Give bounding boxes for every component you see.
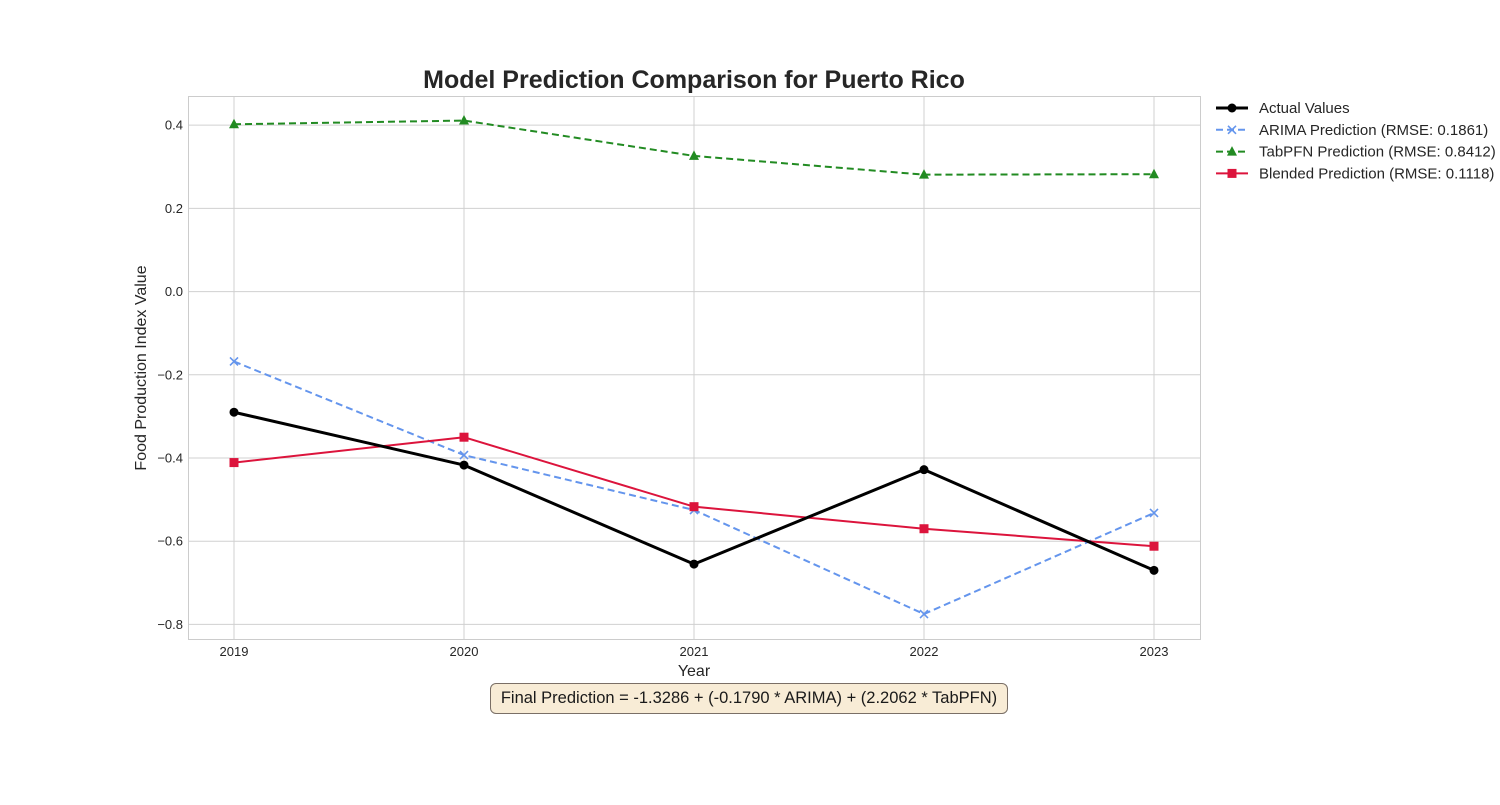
data-point-actual [1149, 565, 1159, 575]
legend-marker [1227, 146, 1237, 156]
data-point-actual [229, 407, 239, 417]
tick-labels: 2019 2020 2021 2022 2023 0.4 0.2 0.0 −0.2 −0.4 −0.… [157, 118, 1168, 659]
x-tick-label: 2023 [1140, 644, 1169, 659]
y-axis-label: Food Production Index Value [133, 265, 150, 470]
data-point-tabpfn [689, 150, 699, 160]
data-point-actual [459, 460, 469, 470]
y-tick-label: 0.2 [165, 201, 183, 216]
formula-annotation: Final Prediction = -1.3286 + (-0.1790 * … [490, 683, 1008, 714]
legend-item-arima: ARIMA Prediction (RMSE: 0.1861) [1216, 122, 1488, 139]
legend-item-actual: Actual Values [1216, 100, 1350, 117]
x-marker-stroke [1149, 508, 1159, 518]
data-point-arima [919, 609, 929, 619]
chart-title: Model Prediction Comparison for Puerto R… [423, 66, 965, 94]
y-tick-label: −0.8 [157, 617, 183, 632]
legend-marker [1227, 103, 1237, 113]
legend-item-blended: Blended Prediction (RMSE: 0.1118) [1216, 165, 1494, 182]
x-marker-stroke [1227, 125, 1237, 135]
data-point-arima [229, 356, 239, 367]
y-tick-label: −0.2 [157, 367, 183, 382]
data-point-tabpfn [229, 118, 239, 129]
data-point-blended [229, 458, 239, 468]
x-tick-label: 2021 [680, 644, 709, 659]
data-point-blended [459, 432, 469, 442]
x-tick-label: 2019 [220, 644, 249, 659]
legend-marker [1227, 168, 1237, 178]
x-tick-label: 2020 [450, 644, 479, 659]
y-tick-label: 0.0 [165, 284, 183, 299]
series-actual [229, 407, 1159, 575]
data-point-arima [1149, 508, 1159, 518]
data-point-blended [919, 524, 929, 534]
x-axis-label: Year [678, 663, 711, 680]
y-tick-label: 0.4 [165, 118, 183, 133]
x-marker-stroke [459, 450, 469, 460]
x-marker-stroke [229, 356, 239, 367]
grid [188, 96, 1200, 639]
data-point-tabpfn [919, 169, 929, 179]
data-point-actual [919, 465, 929, 475]
legend-label: ARIMA Prediction (RMSE: 0.1861) [1259, 122, 1488, 139]
data-point-blended [689, 502, 699, 512]
x-tick-label: 2022 [910, 644, 939, 659]
legend-label: TabPFN Prediction (RMSE: 0.8412) [1259, 144, 1496, 161]
series-group [229, 115, 1159, 619]
legend-label: Actual Values [1259, 100, 1350, 117]
y-tick-label: −0.4 [157, 451, 183, 466]
legend: Actual Values ARIMA Prediction (RMSE: 0.1… [1216, 100, 1496, 182]
legend-item-tabpfn: TabPFN Prediction (RMSE: 0.8412) [1216, 144, 1496, 161]
data-point-actual [689, 559, 699, 569]
series-blended [229, 432, 1159, 551]
data-point-blended [1149, 541, 1159, 551]
data-point-tabpfn [459, 115, 469, 125]
plot-area [188, 96, 1201, 640]
x-marker-stroke [919, 609, 929, 619]
legend-marker [1227, 125, 1237, 135]
data-point-tabpfn [1149, 168, 1159, 179]
y-tick-label: −0.6 [157, 534, 183, 549]
data-point-arima [459, 450, 469, 460]
series-tabpfn [229, 115, 1159, 179]
legend-label: Blended Prediction (RMSE: 0.1118) [1259, 165, 1494, 182]
